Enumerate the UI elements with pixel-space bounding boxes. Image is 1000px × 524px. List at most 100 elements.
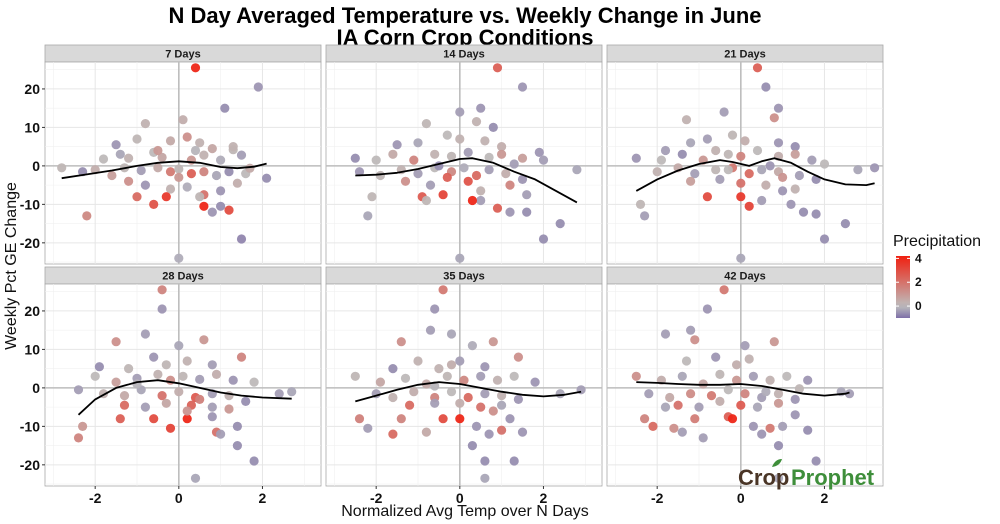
scatter-point [442, 130, 452, 140]
scatter-point [765, 375, 775, 385]
scatter-point [572, 165, 582, 175]
scatter-point [819, 159, 830, 169]
facet-panel: 21 Days [606, 44, 884, 265]
x-tick-label: 0 [175, 490, 183, 506]
scatter-point [421, 119, 431, 129]
scatter-point [484, 165, 494, 175]
scatter-point [480, 362, 490, 372]
scatter-point [190, 145, 201, 156]
scatter-point [438, 285, 448, 295]
logo-text-crop: Crop [738, 465, 789, 490]
scatter-point [136, 165, 146, 176]
scatter-point [463, 176, 473, 186]
scatter-point [249, 456, 259, 466]
scatter-point [471, 170, 482, 181]
scatter-point [442, 172, 452, 182]
scatter-point [644, 389, 654, 399]
scatter-point [57, 163, 67, 173]
scatter-point [736, 253, 746, 263]
scatter-point [463, 147, 473, 157]
scatter-point [782, 371, 792, 381]
scatter-point [522, 190, 532, 200]
scatter-point [174, 164, 184, 174]
facet-panel: 42 Days -2 0 2 [606, 266, 884, 506]
leaf-icon [772, 459, 782, 467]
scatter-point [371, 155, 381, 165]
scatter-point [492, 63, 503, 73]
facet-panel: 35 Days -2 0 2 [325, 266, 603, 506]
scatter-point [497, 149, 507, 159]
scatter-point [761, 387, 771, 397]
scatter-point [811, 209, 821, 219]
scatter-point [73, 433, 84, 443]
scatter-point [262, 173, 272, 183]
scatter-point [157, 285, 167, 295]
scatter-point [732, 360, 742, 370]
scatter-point [773, 389, 784, 399]
scatter-point [484, 152, 494, 162]
scatter-point [446, 387, 457, 397]
scatter-point [455, 414, 465, 424]
scatter-point [513, 394, 524, 404]
scatter-point [157, 304, 167, 314]
scatter-point [178, 115, 188, 125]
scatter-point [505, 207, 515, 217]
scatter-point [480, 473, 490, 483]
scatter-point [467, 441, 477, 451]
scatter-point [765, 161, 775, 171]
scatter-point [690, 335, 700, 345]
scatter-point [807, 155, 817, 165]
scatter-point [497, 425, 507, 435]
scatter-point [153, 369, 163, 379]
y-tick-label: -10 [20, 196, 40, 212]
scatter-point [522, 207, 532, 217]
scatter-point [744, 201, 754, 211]
scatter-point [723, 385, 733, 395]
x-tick-label: 2 [259, 490, 267, 506]
scatter-point [107, 170, 117, 181]
scatter-point [538, 234, 549, 244]
scatter-point [555, 219, 565, 229]
x-axis-title: Normalized Avg Temp over N Days [341, 503, 589, 520]
scatter-point [778, 421, 788, 431]
scatter-point [174, 172, 184, 182]
scatter-point [769, 337, 779, 347]
scatter-point [228, 142, 238, 152]
scatter-point [740, 136, 750, 146]
scatter-point [249, 377, 259, 387]
scatter-point [153, 145, 163, 156]
scatter-point [648, 421, 658, 431]
scatter-point [765, 423, 775, 433]
scatter-points [350, 63, 582, 263]
scatter-point [421, 427, 431, 437]
scatter-point [354, 167, 365, 177]
scatter-point [224, 205, 234, 215]
scatter-point [790, 142, 800, 152]
scatter-point [430, 149, 440, 159]
scatter-point [681, 356, 692, 366]
scatter-point [161, 360, 171, 370]
scatter-point [744, 169, 754, 179]
legend-colorbar [896, 256, 910, 318]
scatter-point [736, 192, 746, 202]
scatter-point [207, 207, 217, 217]
scatter-point [509, 456, 519, 466]
scatter-point [669, 423, 679, 433]
scatter-point [216, 201, 226, 211]
scatter-point [773, 103, 784, 113]
scatter-point [124, 153, 134, 163]
legend-tick-label: 4 [915, 251, 922, 265]
scatter-point [476, 195, 486, 206]
scatter-point [677, 371, 687, 381]
scatter-point [405, 400, 415, 410]
scatter-points [350, 285, 586, 483]
chart-title: N Day Averaged Temperature vs. Weekly Ch… [169, 3, 762, 28]
scatter-point [455, 356, 465, 366]
scatter-point [719, 285, 729, 295]
scatter-point [686, 325, 696, 335]
scatter-point [165, 167, 176, 177]
scatter-point [505, 180, 515, 190]
scatter-point [711, 165, 721, 175]
scatter-point [690, 169, 700, 179]
